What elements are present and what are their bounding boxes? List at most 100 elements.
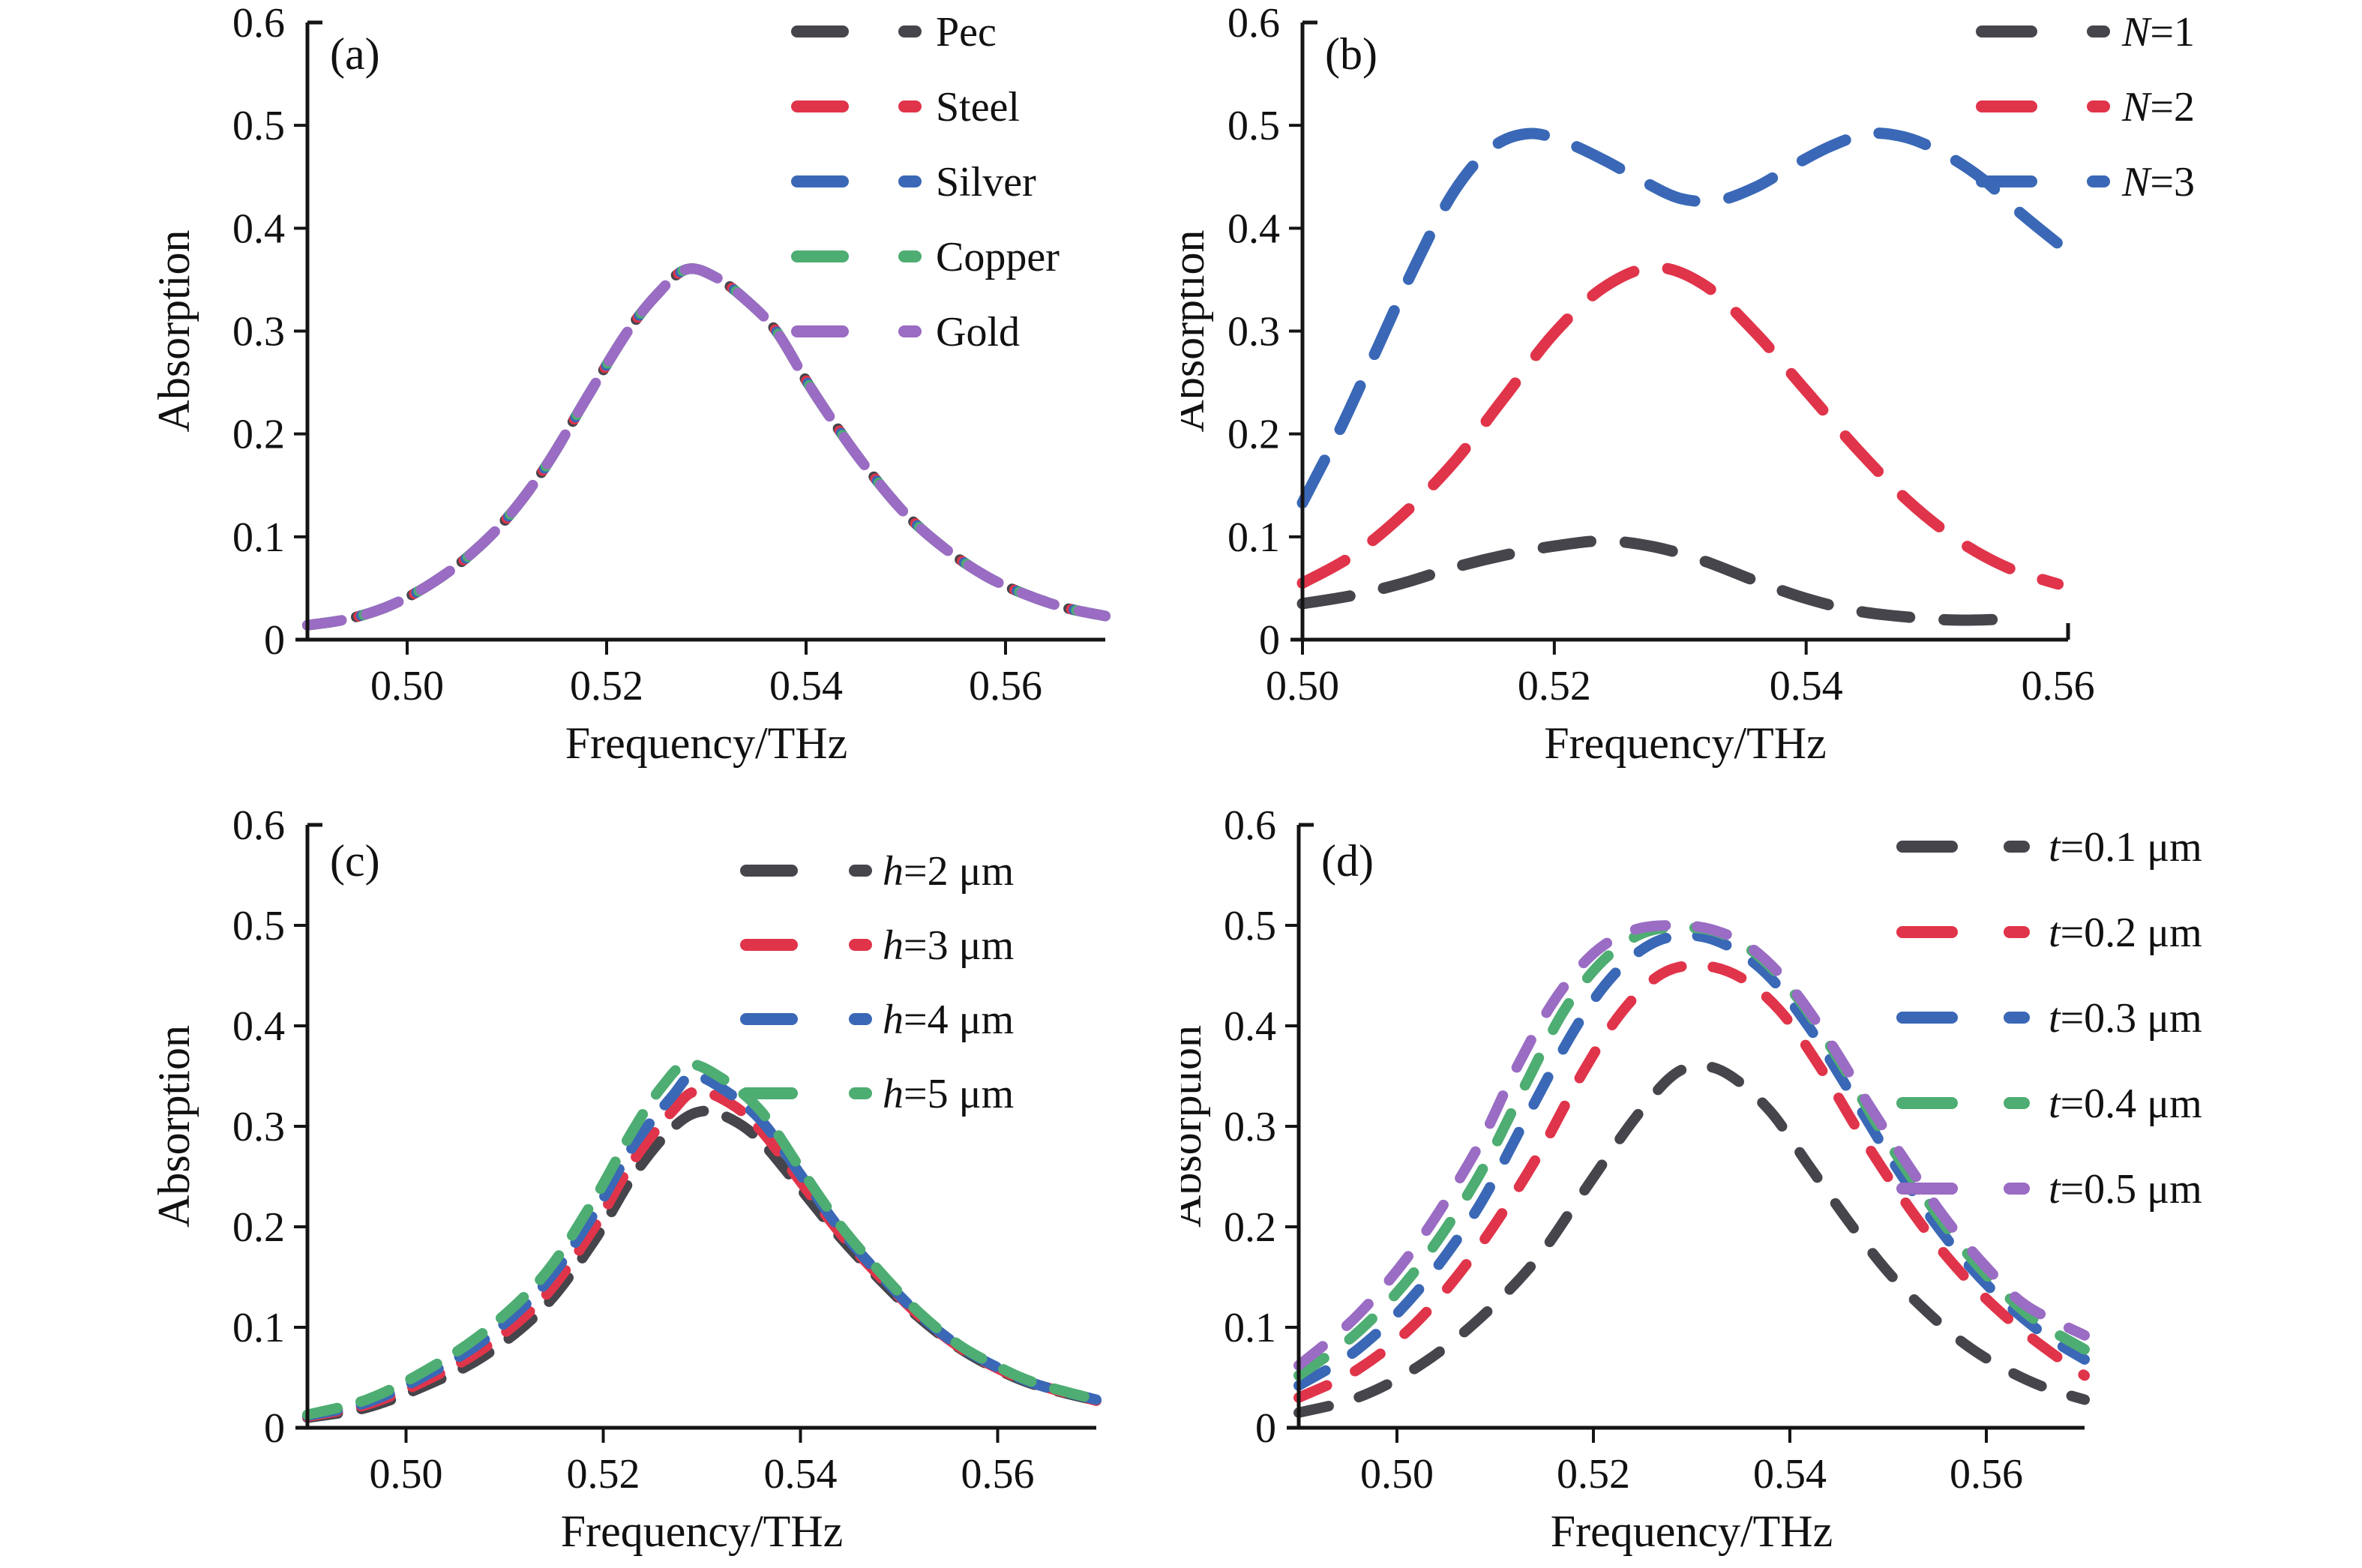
series-n3	[1296, 127, 2064, 509]
y-tick-label: 0	[264, 1405, 285, 1452]
y-tick-label: 0.6	[232, 0, 285, 46]
y-tick-label: 0.4	[1227, 205, 1280, 252]
x-tick-label: 0.50	[370, 663, 444, 709]
series-t05	[1293, 919, 2090, 1371]
panel-b: 0 0.1 0.2 0.3 0.4 0.5 0.6 0.50 0.52 0.54 0.56 Frequ…	[1181, 0, 2362, 784]
y-tick-label: 0.2	[1224, 1204, 1276, 1251]
y-axis-title: Absorption	[149, 1025, 199, 1228]
legend-label: Steel	[936, 84, 1020, 130]
y-tick-label: 0.1	[1227, 514, 1280, 561]
y-tick-label: 0.1	[232, 1305, 285, 1351]
y-axis-title: Absorption	[1181, 230, 1213, 433]
y-tick-label: 0.3	[232, 1104, 285, 1150]
panel-label: (c)	[330, 836, 380, 886]
legend-entry-pec: Pec	[791, 9, 997, 55]
y-tick-label: 0.2	[232, 412, 285, 458]
legend-label: h=5 μm	[883, 1071, 1014, 1117]
y-tick-label: 0.2	[1227, 412, 1280, 458]
legend-entry-t04: t=0.4 μm	[1896, 1081, 2202, 1127]
panel-label: (a)	[330, 29, 380, 79]
x-tick-label: 0.54	[769, 663, 843, 709]
y-tick-label: 0	[264, 617, 285, 664]
series-h2	[302, 1105, 1102, 1423]
legend-label: Copper	[936, 234, 1060, 280]
x-tick-label: 0.52	[567, 1451, 640, 1498]
x-tick-label: 0.54	[764, 1451, 838, 1498]
y-tick-label: 0.5	[232, 903, 285, 949]
y-tick-label: 0	[1259, 617, 1280, 664]
panel-a: 0 0.1 0.2 0.3 0.4 0.5 0.6 0.50 0.52 0.54 0.56 Frequ…	[0, 0, 1181, 784]
x-tick-label: 0.52	[1557, 1451, 1630, 1498]
panel-c: 0 0.1 0.2 0.3 0.4 0.5 0.6 0.50 0.52 0.54 0.56 Frequ…	[0, 784, 1181, 1568]
y-tick-label: 0.5	[1224, 903, 1276, 949]
x-axis-title: Frequency/THz	[561, 1507, 844, 1556]
x-tick-label: 0.54	[1753, 1451, 1827, 1498]
y-tick-label: 0.6	[1227, 0, 1280, 46]
x-axis-title: Frequency/THz	[1544, 718, 1827, 768]
legend-label: t=0.1 μm	[2049, 824, 2202, 871]
y-tick-label: 0.5	[1227, 103, 1280, 149]
x-tick-label: 0.52	[570, 663, 643, 709]
legend-label: t=0.5 μm	[2049, 1166, 2202, 1213]
legend-entry-n3: N=3	[1976, 159, 2195, 205]
x-axis-title: Frequency/THz	[1551, 1507, 1833, 1556]
series-h5	[302, 1058, 1102, 1420]
legend-label: N=3	[2121, 159, 2195, 205]
legend-label: Silver	[936, 159, 1036, 205]
panel-label: (d)	[1321, 836, 1374, 886]
legend-entry-n2: N=2	[1976, 84, 2195, 130]
legend-entry-h4: h=4 μm	[740, 997, 1014, 1043]
legend-label: h=4 μm	[883, 997, 1014, 1043]
series-gold	[302, 263, 1111, 631]
legend-label: Gold	[936, 309, 1020, 355]
y-tick-label: 0.6	[232, 802, 285, 849]
legend-entry-n1: N=1	[1976, 9, 2195, 55]
panel-d-chart: 0 0.1 0.2 0.3 0.4 0.5 0.6 0.50 0.52 0.54 0.56 Frequ…	[1181, 802, 2202, 1556]
series-n1	[1296, 535, 2013, 626]
legend-entry-h5: h=5 μm	[740, 1071, 1014, 1117]
y-tick-label: 0.3	[1224, 1104, 1276, 1150]
y-tick-label: 0.1	[232, 514, 285, 561]
panel-c-chart: 0 0.1 0.2 0.3 0.4 0.5 0.6 0.50 0.52 0.54 0.56 Frequ…	[149, 802, 1102, 1556]
legend-label: t=0.3 μm	[2049, 995, 2202, 1042]
legend: N=1 N=2 N=3	[1976, 9, 2195, 205]
y-axis-title: Absorption	[1181, 1025, 1210, 1228]
legend-label: N=2	[2121, 84, 2195, 130]
panel-a-chart: 0 0.1 0.2 0.3 0.4 0.5 0.6 0.50 0.52 0.54 0.56 Frequ…	[149, 0, 1111, 768]
x-tick-label: 0.52	[1518, 663, 1591, 709]
y-tick-label: 0.6	[1224, 802, 1276, 849]
legend: Pec Steel Silver Copper Gold	[791, 9, 1060, 355]
legend-entry-gold: Gold	[791, 309, 1020, 355]
y-tick-label: 0.2	[232, 1204, 285, 1251]
x-tick-label: 0.54	[1770, 663, 1843, 709]
y-axis-title: Absorption	[149, 230, 199, 433]
legend: h=2 μm h=3 μm h=4 μm h=5 μm	[740, 848, 1014, 1117]
x-tick-label: 0.56	[969, 663, 1042, 709]
panel-d: 0 0.1 0.2 0.3 0.4 0.5 0.6 0.50 0.52 0.54 0.56 Frequ…	[1181, 784, 2362, 1568]
x-tick-label: 0.50	[1266, 663, 1339, 709]
legend-entry-steel: Steel	[791, 84, 1020, 130]
series-t02	[1293, 960, 2090, 1403]
x-tick-label: 0.56	[1950, 1451, 2023, 1498]
legend-entry-silver: Silver	[791, 159, 1036, 205]
legend-entry-t03: t=0.3 μm	[1896, 995, 2202, 1042]
series-n2	[1296, 261, 2064, 590]
legend-entry-t02: t=0.2 μm	[1896, 910, 2202, 956]
legend-entry-h3: h=3 μm	[740, 922, 1014, 969]
legend: t=0.1 μm t=0.2 μm t=0.3 μm t=0.4 μm t=0.5 μm	[1896, 824, 2202, 1213]
y-tick-label: 0.4	[1224, 1003, 1276, 1050]
series-t03	[1293, 930, 2090, 1391]
legend-entry-t01: t=0.1 μm	[1896, 824, 2202, 871]
legend-entry-h2: h=2 μm	[740, 848, 1014, 895]
x-tick-label: 0.50	[1360, 1451, 1434, 1498]
legend-label: t=0.4 μm	[2049, 1081, 2202, 1127]
legend-entry-copper: Copper	[791, 234, 1060, 280]
x-axis-title: Frequency/THz	[565, 718, 848, 768]
y-tick-label: 0.1	[1224, 1305, 1276, 1351]
series-t04	[1293, 922, 2090, 1381]
legend-label: Pec	[936, 9, 997, 55]
y-tick-label: 0.4	[232, 205, 285, 252]
y-tick-label: 0.3	[1227, 309, 1280, 355]
panel-label: (b)	[1325, 29, 1377, 79]
